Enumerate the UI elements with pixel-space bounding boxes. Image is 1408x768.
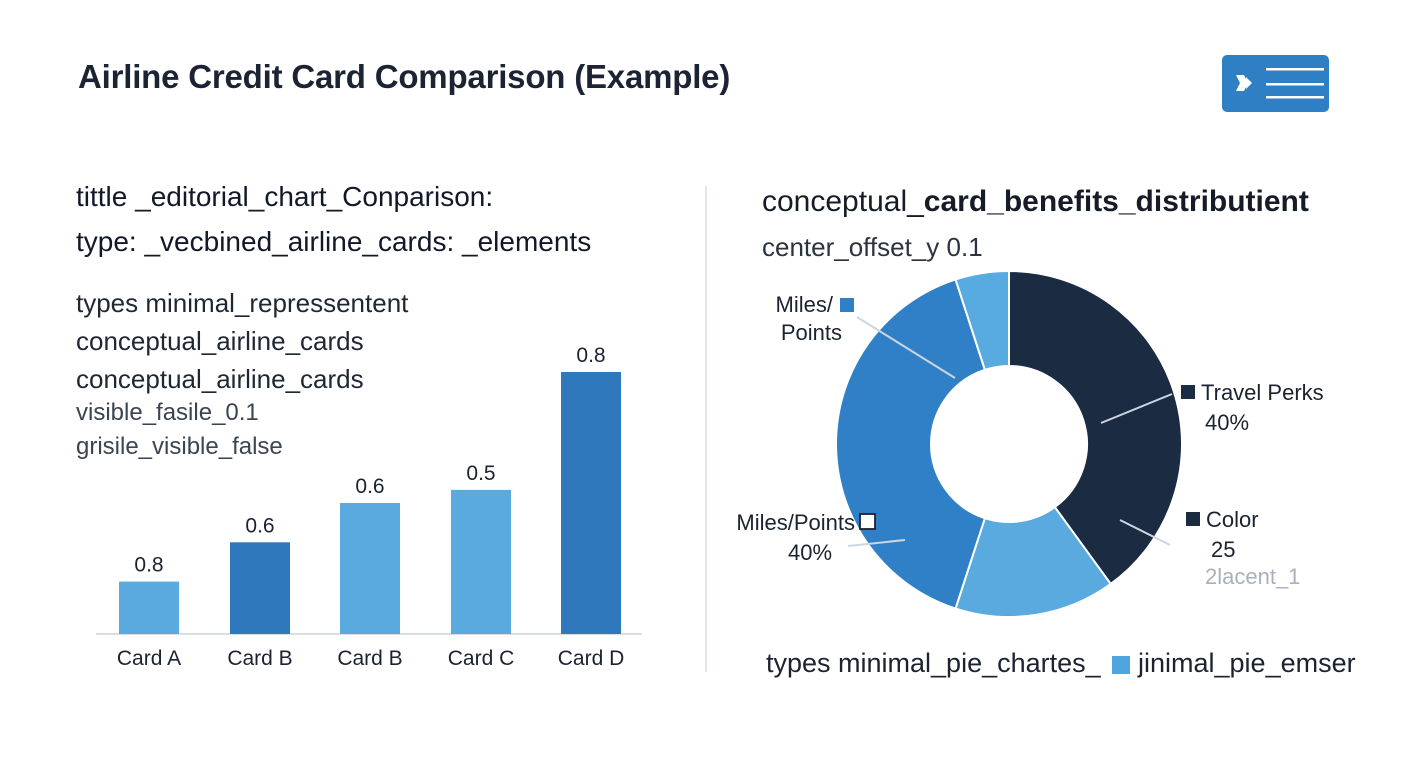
right-subheading: center_offset_y 0.1 — [762, 232, 983, 262]
left-note-3: conceptual_airline_cards — [76, 364, 364, 394]
credit-card-logo-icon — [1222, 55, 1329, 112]
annotation-label: Points — [781, 320, 842, 345]
x-tick-label: Card C — [448, 647, 515, 670]
annotation-label: Miles/Points — [736, 510, 855, 535]
donut-slice — [954, 269, 1010, 372]
x-tick-label: Card B — [337, 647, 402, 670]
leader-line — [856, 316, 956, 379]
leader-line — [1100, 393, 1173, 424]
annotation-label: 2lacent_1 — [1205, 564, 1300, 589]
leader-line — [847, 539, 906, 547]
left-note-5: grisile_visible_false — [76, 433, 283, 460]
legend-swatch — [1186, 512, 1200, 526]
left-heading-line-1: tittle _editorial_chart_Conparison: — [76, 181, 494, 212]
bar-chart: 0.8 Card A 0.6 Card B 0.6 Card B 0.5 Card C 0.8 C… — [96, 344, 642, 670]
right-heading-prefix: conceptual_ — [762, 185, 924, 218]
left-note-2: conceptual_airline_cards — [76, 326, 364, 356]
donut-slice — [954, 505, 1113, 619]
footer-text-left: types minimal_pie_chartes_ — [766, 648, 1101, 678]
left-note-4: visible_fasile_0.1 — [76, 399, 259, 426]
page-title: Airline Credit Card Comparison (Example) — [78, 58, 731, 95]
bar — [340, 503, 400, 634]
x-tick-label: Card A — [117, 647, 181, 670]
left-heading-line-2: type: _vecbined_airline_cards: _elements — [76, 226, 592, 257]
bar-data-label: 0.5 — [466, 462, 495, 485]
bar — [119, 581, 179, 634]
footer-legend-swatch — [1112, 656, 1130, 674]
legend-swatch — [1181, 385, 1195, 399]
x-tick-label: Card D — [558, 647, 625, 670]
annotation-label: 25 — [1211, 537, 1235, 562]
bar-data-label: 0.6 — [245, 514, 274, 537]
right-heading: conceptual_card_benefits_distributient — [762, 185, 1309, 219]
annotation-label: Travel Perks — [1201, 380, 1324, 405]
bar-data-label: 0.6 — [355, 475, 384, 498]
right-heading-bold: card_benefits_distributient — [923, 185, 1309, 218]
panel-divider — [705, 186, 707, 672]
donut-slice — [834, 278, 987, 610]
annotation-label: Color — [1206, 507, 1259, 532]
left-note-1: types minimal_repressentent — [76, 288, 409, 318]
legend-swatch — [859, 513, 876, 530]
bar — [230, 542, 290, 634]
x-tick-label: Card B — [227, 647, 292, 670]
annotation-label: 40% — [1205, 410, 1249, 435]
annotation-label: Miles/ — [776, 292, 834, 317]
leader-line — [1119, 519, 1171, 546]
bar — [561, 372, 621, 634]
bar — [451, 489, 511, 634]
annotation-label: 40% — [788, 540, 832, 565]
bar-data-label: 0.8 — [576, 344, 605, 367]
footer-text-right: jinimal_pie_emser — [1138, 648, 1356, 678]
donut-slice — [1008, 269, 1184, 586]
legend-swatch — [840, 298, 854, 312]
bar-data-label: 0.8 — [134, 554, 163, 577]
